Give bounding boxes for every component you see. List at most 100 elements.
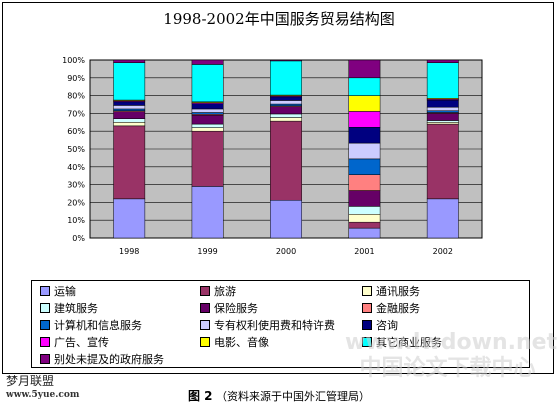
y-tick-label: 30% <box>67 181 85 190</box>
bar-segment <box>348 158 381 175</box>
legend-label: 旅游 <box>214 285 236 298</box>
legend-label: 计算机和信息服务 <box>54 319 142 332</box>
legend-label: 电影、音像 <box>214 336 269 349</box>
bar-segment <box>270 60 302 96</box>
legend-label: 咨询 <box>376 319 398 332</box>
logo-name: 梦月联盟 <box>6 374 55 388</box>
bar-segment <box>348 77 381 96</box>
legend-label: 通讯服务 <box>376 285 420 298</box>
bar-segment <box>191 130 224 187</box>
bar-segment <box>270 199 302 239</box>
bar-segment <box>191 59 224 65</box>
bar-segment <box>270 120 302 201</box>
x-tick-label: 2000 <box>276 247 296 256</box>
legend-swatch <box>362 320 372 330</box>
legend-label: 运输 <box>54 285 76 298</box>
legend-item: 旅游 <box>200 283 236 300</box>
chart-frame <box>2 2 554 374</box>
y-tick-label: 0% <box>72 234 85 243</box>
legend-swatch <box>40 303 50 313</box>
y-tick-label: 50% <box>67 145 85 154</box>
bar-segment <box>191 103 224 110</box>
legend-label: 其它商业服务 <box>376 336 442 349</box>
y-tick-label: 60% <box>67 127 85 136</box>
y-tick-label: 80% <box>67 92 85 101</box>
bar-segment <box>426 106 459 111</box>
figure-caption: 图 2 （资料来源于中国外汇管理局） <box>0 387 558 404</box>
legend-swatch <box>200 303 210 313</box>
bar-segment <box>191 112 224 115</box>
bar-segment <box>113 122 146 127</box>
bar-segment <box>113 111 146 119</box>
bar-segment <box>270 103 302 107</box>
legend-item: 电影、音像 <box>200 334 269 351</box>
legend-item: 通讯服务 <box>362 283 420 300</box>
bar-segment <box>348 206 381 215</box>
legend-item: 建筑服务 <box>40 300 98 317</box>
x-tick-label: 1999 <box>197 247 217 256</box>
legend-label: 专有权利使用费和特许费 <box>214 319 335 332</box>
legend-item: 咨询 <box>362 317 398 334</box>
bar-segment <box>113 118 146 123</box>
bar-segment <box>270 113 302 118</box>
x-tick-label: 1998 <box>119 247 139 256</box>
bar-segment <box>113 198 146 239</box>
bar-segment <box>426 59 459 63</box>
bar-segment <box>113 101 146 106</box>
bar-segment <box>348 142 381 160</box>
legend-swatch <box>362 337 372 347</box>
plot-area: 0% 10% 20% 30% 40% 50% 60% 70% 80% 90% 100% 1998 199… <box>62 56 483 256</box>
bar-segment <box>191 114 224 125</box>
bar-segment <box>113 59 146 63</box>
legend-label: 别处未提及的政府服务 <box>54 353 164 366</box>
legend-item: 运输 <box>40 283 76 300</box>
bar-segment <box>426 120 459 123</box>
legend-item: 保险服务 <box>200 300 258 317</box>
bar-segment <box>270 59 302 62</box>
logo-url: www.5yue.com <box>6 390 80 400</box>
legend-swatch <box>40 337 50 347</box>
legend-swatch <box>40 320 50 330</box>
y-tick-label: 20% <box>67 198 85 207</box>
y-tick-label: 10% <box>67 216 85 225</box>
legend-item: 别处未提及的政府服务 <box>40 351 164 368</box>
bar-segment <box>270 106 302 115</box>
legend-swatch <box>40 286 50 296</box>
bar-segment <box>191 123 224 128</box>
bar-segment <box>113 105 146 110</box>
bar-segment <box>191 64 224 103</box>
bar-segment <box>191 127 224 132</box>
bar-segment <box>348 126 381 144</box>
bar-segment <box>348 214 381 223</box>
bar-segment <box>426 110 459 113</box>
bar-segment <box>426 62 459 99</box>
bar-segment <box>348 111 381 128</box>
bar-segment <box>348 221 381 229</box>
watermark: www.lwdown.net 中国论文下载中心 <box>345 330 557 390</box>
bar-segment <box>113 108 146 111</box>
bar-segment <box>426 198 459 239</box>
legend-item: 其它商业服务 <box>362 334 442 351</box>
bar-segment <box>191 108 224 113</box>
bar-segment <box>113 62 146 101</box>
legend-label: 广告、宣传 <box>54 336 109 349</box>
y-tick-label: 40% <box>67 163 85 172</box>
bar-segment <box>348 59 381 79</box>
bar-segment <box>348 227 381 239</box>
bar-segment <box>270 96 302 101</box>
bar-segment <box>348 95 381 112</box>
bar-segment <box>113 125 146 200</box>
bar-segment <box>348 174 381 191</box>
bar-segment <box>426 122 459 125</box>
figure-label: 图 2 <box>187 389 213 403</box>
bar-segment <box>426 99 459 108</box>
legend-label: 建筑服务 <box>54 302 98 315</box>
legend-item: 计算机和信息服务 <box>40 317 142 334</box>
legend-swatch <box>200 337 210 347</box>
figure-source: （资料来源于中国外汇管理局） <box>216 390 371 403</box>
x-tick-label: 2002 <box>433 247 453 256</box>
bar-segment <box>348 190 381 207</box>
legend-swatch <box>362 286 372 296</box>
legend-swatch <box>362 303 372 313</box>
chart-title: 1998-2002年中国服务贸易结构图 <box>163 10 395 28</box>
